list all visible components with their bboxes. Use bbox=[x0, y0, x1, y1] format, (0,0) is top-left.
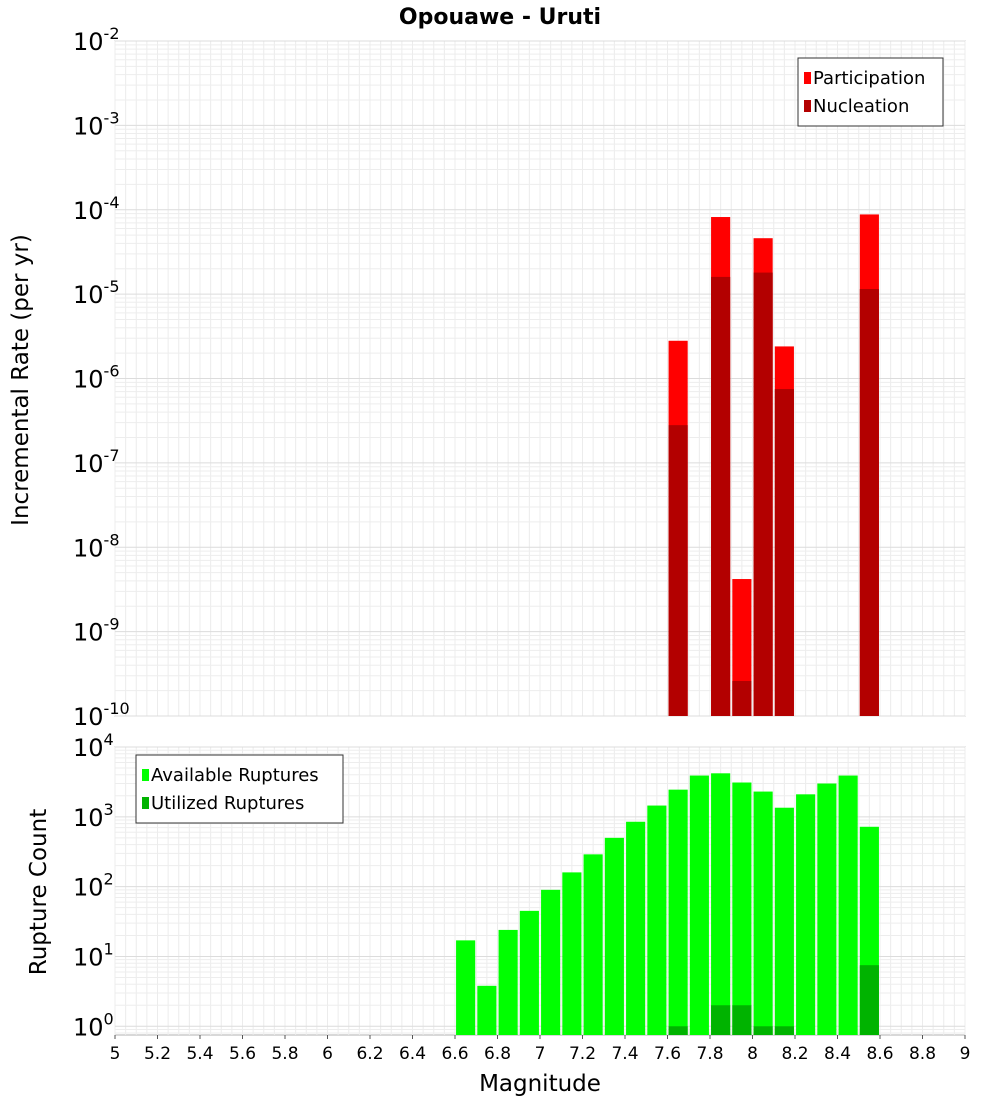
count-primary-bar bbox=[796, 794, 816, 1035]
count-primary-bar bbox=[519, 910, 539, 1035]
count-primary-bar bbox=[604, 837, 624, 1035]
count-legend-swatch bbox=[142, 797, 149, 809]
rate-grid bbox=[114, 40, 966, 717]
count-y-tick-label: 101 bbox=[73, 939, 114, 971]
count-primary-bar bbox=[562, 872, 582, 1035]
rate-y-tick-label: 10-6 bbox=[73, 362, 120, 394]
x-tick-label: 8.4 bbox=[824, 1044, 851, 1064]
count-primary-bar bbox=[689, 775, 709, 1035]
count-primary-bar bbox=[583, 854, 603, 1035]
rate-secondary-bar bbox=[859, 289, 879, 716]
rate-y-tick-label: 10-9 bbox=[73, 615, 120, 647]
x-tick-label: 6 bbox=[322, 1044, 333, 1064]
rate-y-tick-label: 10-5 bbox=[73, 277, 120, 309]
rate-secondary-bar bbox=[732, 680, 752, 716]
count-primary-bar bbox=[753, 791, 773, 1035]
rate-y-tick-label: 10-4 bbox=[73, 193, 120, 225]
x-tick-label: 8.8 bbox=[909, 1044, 936, 1064]
count-primary-bar bbox=[817, 783, 837, 1035]
rate-legend-label: Nucleation bbox=[813, 96, 909, 117]
count-y-tick-label: 100 bbox=[73, 1009, 114, 1041]
rate-y-tick-label: 10-8 bbox=[73, 530, 120, 562]
rate-secondary-bar bbox=[774, 389, 794, 716]
count-primary-bar bbox=[456, 940, 476, 1035]
x-tick-label: 5.6 bbox=[229, 1044, 256, 1064]
rate-legend-swatch bbox=[804, 72, 811, 84]
count-y-tick-label: 103 bbox=[73, 800, 114, 832]
count-primary-bar bbox=[732, 782, 752, 1035]
count-primary-bar bbox=[668, 789, 688, 1035]
x-tick-label: 5 bbox=[110, 1044, 121, 1064]
x-tick-label: 7.4 bbox=[611, 1044, 638, 1064]
chart-title: Opouawe - Uruti bbox=[399, 5, 601, 30]
count-primary-bar bbox=[498, 929, 518, 1035]
x-tick-label: 5.2 bbox=[144, 1044, 171, 1064]
rate-secondary-bar bbox=[668, 425, 688, 716]
x-tick-label: 7 bbox=[535, 1044, 546, 1064]
count-legend: Available Ruptures Utilized Ruptures bbox=[135, 754, 344, 824]
x-tick-label: 7.8 bbox=[696, 1044, 723, 1064]
count-secondary-bar bbox=[732, 1005, 752, 1035]
count-legend-label: Available Ruptures bbox=[151, 765, 319, 786]
count-secondary-bar bbox=[859, 965, 879, 1035]
count-primary-bar bbox=[647, 805, 667, 1035]
x-tick-label: 8 bbox=[747, 1044, 758, 1064]
x-tick-label: 5.4 bbox=[186, 1044, 213, 1064]
rate-y-ticks: 10-2 10-3 10-4 10-5 10-6 10-7 10-8 10-9 10-10 bbox=[73, 24, 130, 731]
x-tick-label: 6.6 bbox=[441, 1044, 468, 1064]
count-primary-bar bbox=[626, 821, 646, 1035]
count-primary-bar bbox=[774, 807, 794, 1035]
rate-y-axis-label: Incremental Rate (per yr) bbox=[8, 234, 34, 526]
count-y-axis-label: Rupture Count bbox=[26, 809, 52, 975]
count-secondary-bar bbox=[668, 1026, 688, 1035]
rate-legend-label: Participation bbox=[813, 68, 925, 89]
rate-bars bbox=[668, 214, 879, 717]
x-tick-label: 6.2 bbox=[356, 1044, 383, 1064]
count-y-tick-label: 102 bbox=[73, 870, 114, 902]
count-secondary-bar bbox=[711, 1005, 731, 1035]
rate-y-tick-label: 10-7 bbox=[73, 446, 120, 478]
rate-y-tick-label: 10-10 bbox=[73, 699, 130, 731]
count-legend-label: Utilized Ruptures bbox=[151, 793, 304, 814]
x-tick-label: 7.6 bbox=[654, 1044, 681, 1064]
rate-legend-swatch bbox=[804, 100, 811, 112]
count-legend-swatch bbox=[142, 769, 149, 781]
x-tick-label: 6.4 bbox=[399, 1044, 426, 1064]
rate-y-tick-label: 10-3 bbox=[73, 108, 120, 140]
x-tick-label: 7.2 bbox=[569, 1044, 596, 1064]
rate-legend-box bbox=[797, 57, 944, 127]
count-grid bbox=[114, 746, 966, 1035]
count-primary-bar bbox=[711, 773, 731, 1035]
rate-secondary-bar bbox=[711, 276, 731, 716]
count-y-ticks: 104 103 102 101 100 bbox=[73, 730, 114, 1041]
count-primary-bar bbox=[838, 775, 858, 1035]
count-secondary-bar bbox=[774, 1026, 794, 1035]
rate-y-tick-label: 10-2 bbox=[73, 24, 120, 56]
x-axis-label: Magnitude bbox=[479, 1071, 601, 1097]
count-primary-bar bbox=[477, 985, 497, 1035]
count-legend-box bbox=[135, 754, 344, 824]
x-tick-label: 8.6 bbox=[866, 1044, 893, 1064]
rate-legend: Participation Nucleation bbox=[797, 57, 944, 127]
x-tick-label: 9 bbox=[960, 1044, 971, 1064]
magnitude-x-ticks: 5 5.2 5.4 5.6 5.8 6 6.2 6.4 6.6 6.8 7 7.2 7.4 7.6 7.8 8… bbox=[110, 1035, 971, 1064]
rate-secondary-bar bbox=[753, 272, 773, 716]
rate-panel: 10-2 10-3 10-4 10-5 10-6 10-7 10-8 10-9 10-10 In… bbox=[8, 24, 966, 731]
x-tick-label: 8.2 bbox=[781, 1044, 808, 1064]
x-tick-label: 6.8 bbox=[484, 1044, 511, 1064]
count-primary-bar bbox=[541, 889, 561, 1035]
count-panel: 104 103 102 101 100 5 5.2 5.4 5.6 5.8 6 6.2 6.4 6.6 6… bbox=[26, 730, 970, 1097]
count-y-tick-label: 104 bbox=[73, 730, 114, 762]
x-tick-label: 5.8 bbox=[271, 1044, 298, 1064]
count-bars bbox=[456, 773, 879, 1035]
count-secondary-bar bbox=[753, 1026, 773, 1035]
